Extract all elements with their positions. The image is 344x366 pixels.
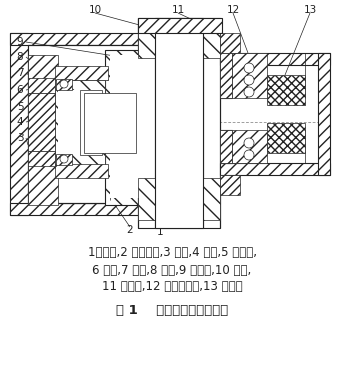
Text: 13: 13 [303,5,316,15]
Bar [220,53,330,65]
Circle shape [60,80,68,88]
Bar [56,79,72,90]
Bar [55,164,108,178]
Bar [267,75,305,105]
Text: 11: 11 [171,5,185,15]
Bar [55,66,108,80]
Bar [55,80,105,168]
Bar [84,93,136,153]
Text: 10: 10 [88,5,101,15]
Polygon shape [28,78,55,93]
Bar [267,123,305,153]
Text: 2: 2 [127,225,133,235]
Bar [28,45,140,203]
Text: 图 1    液压卡盘组件结构图: 图 1 液压卡盘组件结构图 [116,303,228,317]
Text: 12: 12 [226,5,240,15]
Text: 6 卡圈,7 卡瓦,8 罩壳,9 保护套,10 护盖,: 6 卡圈,7 卡瓦,8 罩壳,9 保护套,10 护盖, [93,264,251,276]
Circle shape [60,155,68,163]
Bar [138,18,220,228]
Text: 7: 7 [17,68,23,78]
Bar [105,50,150,205]
Circle shape [244,138,254,148]
Bar [220,130,232,163]
Text: 1: 1 [157,227,163,237]
Bar [28,145,58,205]
Bar [10,33,28,215]
Circle shape [244,87,254,97]
Bar [138,18,220,58]
Text: 3: 3 [17,133,23,143]
Bar [110,55,145,198]
Bar [220,33,240,53]
Text: 1卡瓦座,2 磹形弹簧,3 油缸,4 活塞,5 支承套,: 1卡瓦座,2 磹形弹簧,3 油缸,4 活塞,5 支承套, [87,246,257,258]
Bar [80,90,102,155]
Bar [138,18,222,33]
Circle shape [244,75,254,85]
Text: 5: 5 [17,102,23,112]
Text: 11 圆螺母,12 推力球轴承,13 密封件: 11 圆螺母,12 推力球轴承,13 密封件 [102,280,242,294]
Polygon shape [28,93,55,151]
Text: 6: 6 [17,85,23,95]
Text: 9: 9 [17,37,23,47]
Text: 4: 4 [17,117,23,127]
Bar [28,55,58,115]
Bar [10,203,140,215]
Circle shape [244,150,254,160]
Bar [220,163,330,175]
Bar [232,53,267,98]
Bar [155,18,203,228]
Bar [220,53,232,98]
Bar [232,130,267,163]
Text: 8: 8 [17,52,23,62]
Bar [318,53,330,175]
Polygon shape [28,151,55,166]
Bar [10,33,140,45]
Bar [58,90,102,155]
Bar [138,178,220,220]
Circle shape [244,63,254,73]
Bar [56,154,72,165]
Bar [220,175,240,195]
